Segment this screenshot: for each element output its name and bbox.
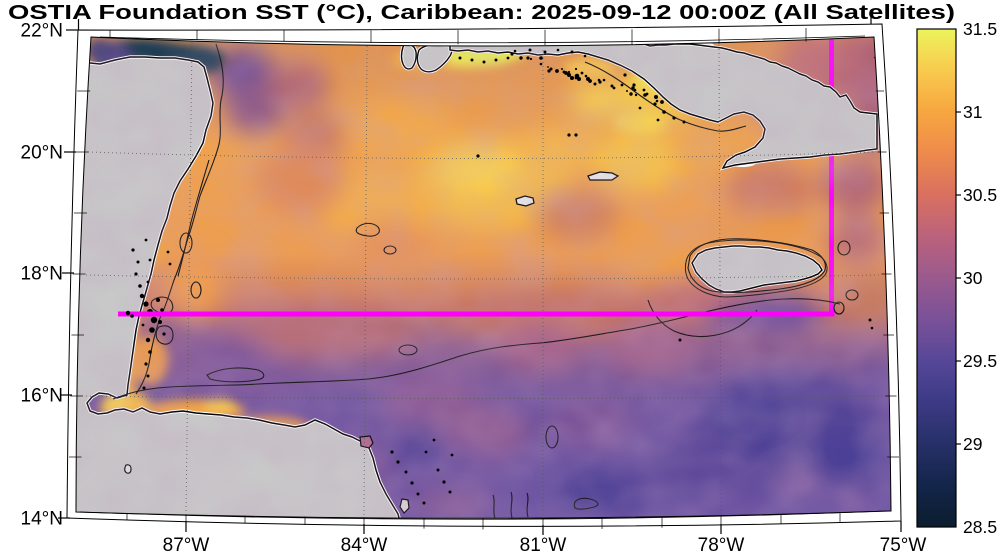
svg-text:28.5: 28.5	[963, 517, 997, 537]
svg-text:OSTIA Foundation SST (°C), Car: OSTIA Foundation SST (°C), Caribbean: 20…	[8, 1, 955, 24]
svg-text:30.5: 30.5	[963, 185, 997, 205]
svg-text:75°W: 75°W	[880, 535, 927, 556]
svg-text:78°W: 78°W	[698, 535, 745, 556]
svg-text:87°W: 87°W	[163, 535, 210, 556]
svg-text:29: 29	[963, 434, 982, 454]
svg-text:81°W: 81°W	[520, 535, 567, 556]
svg-text:84°W: 84°W	[341, 535, 388, 556]
svg-text:20°N: 20°N	[21, 143, 63, 164]
svg-text:30: 30	[963, 268, 983, 288]
svg-text:16°N: 16°N	[21, 386, 63, 407]
svg-text:29.5: 29.5	[963, 351, 997, 371]
svg-text:31.5: 31.5	[963, 19, 997, 39]
svg-text:22°N: 22°N	[21, 21, 63, 42]
svg-text:18°N: 18°N	[21, 264, 63, 285]
svg-text:31: 31	[963, 102, 982, 122]
svg-text:14°N: 14°N	[21, 509, 63, 530]
